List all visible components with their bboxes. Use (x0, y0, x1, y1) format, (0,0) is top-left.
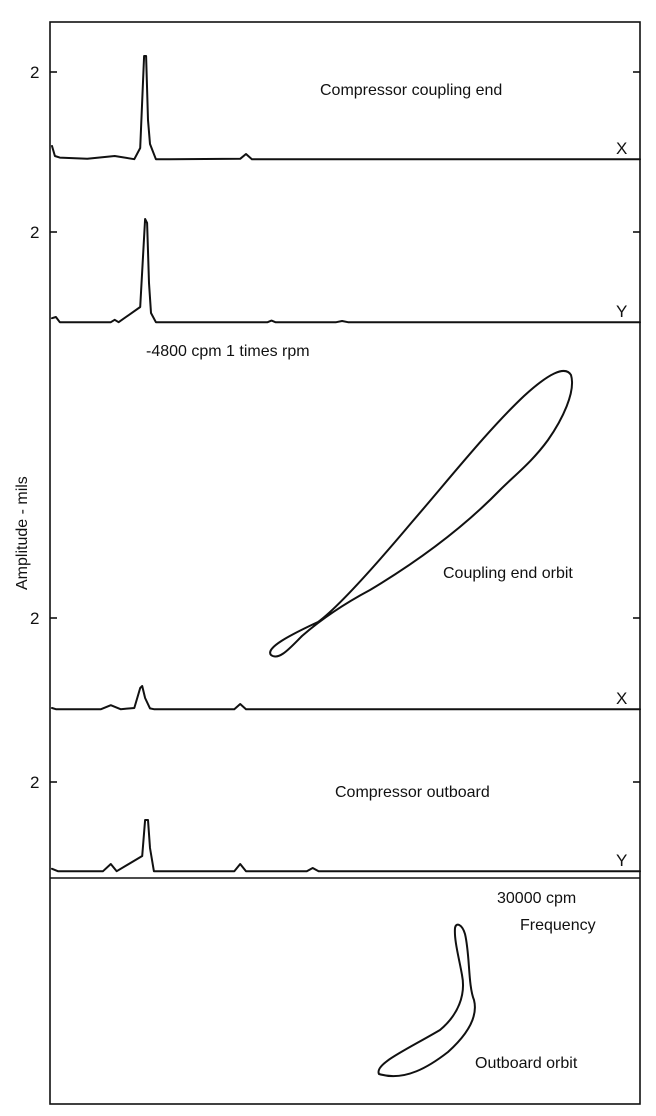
y-tick-label-4: 2 (30, 773, 39, 792)
axis-letter-4: Y (616, 851, 627, 870)
chart-frame (49, 21, 641, 1105)
y-tick-label-1: 2 (30, 63, 39, 82)
spectrum-trace-2 (51, 218, 641, 324)
spectrum-panels: 2 X 2 Y 2 X 2 Y (30, 55, 641, 873)
orbit-title-outboard: Outboard orbit (475, 1055, 578, 1072)
spectrum-trace-4 (51, 819, 641, 873)
x-tick-label: 30000 cpm (497, 890, 576, 907)
axis-letter-3: X (616, 689, 627, 708)
coupling-end-orbit-trace (269, 369, 573, 658)
panel-title-coupling-end: Compressor coupling end (320, 82, 502, 99)
panel-title-outboard: Compressor outboard (335, 784, 490, 801)
rpm-annotation: -4800 cpm 1 times rpm (146, 343, 310, 360)
axis-letter-2: Y (616, 302, 627, 321)
y-axis-label: Amplitude - mils (14, 476, 31, 590)
spectrum-trace-1 (51, 55, 641, 161)
outboard-orbit-trace (377, 923, 476, 1078)
x-axis-label: Frequency (520, 917, 596, 934)
orbit-title-coupling-end: Coupling end orbit (443, 565, 573, 582)
spectrum-trace-3 (51, 685, 641, 711)
axis-letter-1: X (616, 139, 627, 158)
y-tick-label-3: 2 (30, 609, 39, 628)
y-tick-label-2: 2 (30, 223, 39, 242)
